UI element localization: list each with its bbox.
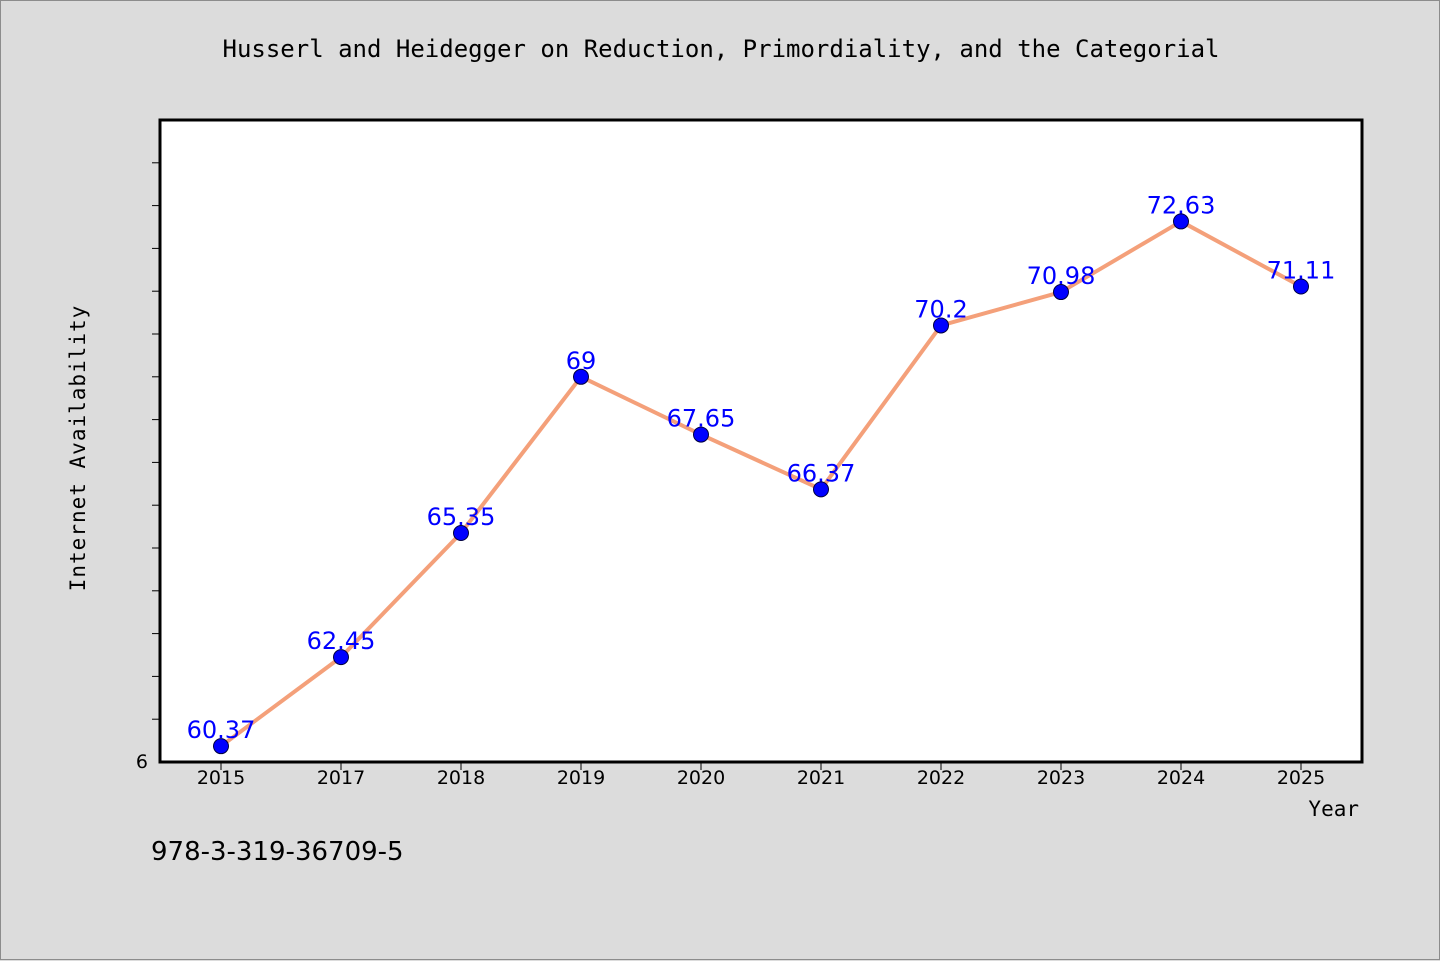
x-tick-label: 2024 [1157, 767, 1205, 789]
x-tick-label: 2022 [917, 767, 965, 789]
x-tick-label: 2020 [677, 767, 725, 789]
data-point [1173, 213, 1189, 230]
data-point [573, 368, 589, 385]
data-point [333, 649, 349, 666]
x-tick-label: 2019 [557, 767, 605, 789]
data-label: 62.45 [307, 627, 376, 655]
data-point [1053, 284, 1069, 301]
y-tick-label: 6 [136, 751, 148, 773]
data-label: 65.35 [427, 503, 496, 531]
data-label: 60.37 [187, 716, 256, 744]
isbn-footer: 978-3-319-36709-5 [151, 837, 404, 867]
x-tick-label: 2017 [317, 767, 365, 789]
plot-frame [158, 118, 1364, 764]
data-label: 66.37 [787, 459, 856, 487]
data-label: 71.11 [1267, 256, 1336, 284]
data-point [933, 317, 949, 334]
data-label: 72.63 [1147, 191, 1216, 219]
x-tick-label: 2015 [197, 767, 245, 789]
data-label: 67.65 [667, 405, 736, 433]
data-point [213, 738, 229, 755]
data-label: 70.2 [914, 295, 967, 323]
data-point [1293, 278, 1309, 295]
data-label: 69 [566, 347, 597, 375]
x-tick-label: 2021 [797, 767, 845, 789]
x-tick-label: 2018 [437, 767, 485, 789]
chart-title: Husserl and Heidegger on Reduction, Prim… [222, 35, 1220, 63]
x-axis-label: Year [1308, 797, 1359, 821]
series-line [219, 219, 1302, 748]
data-label: 70.98 [1027, 262, 1096, 290]
data-point [453, 525, 469, 542]
x-tick-label: 2023 [1037, 767, 1085, 789]
x-tick-label: 2025 [1277, 767, 1325, 789]
plot-background [160, 120, 1362, 762]
data-point [813, 481, 829, 498]
data-point [693, 426, 709, 443]
